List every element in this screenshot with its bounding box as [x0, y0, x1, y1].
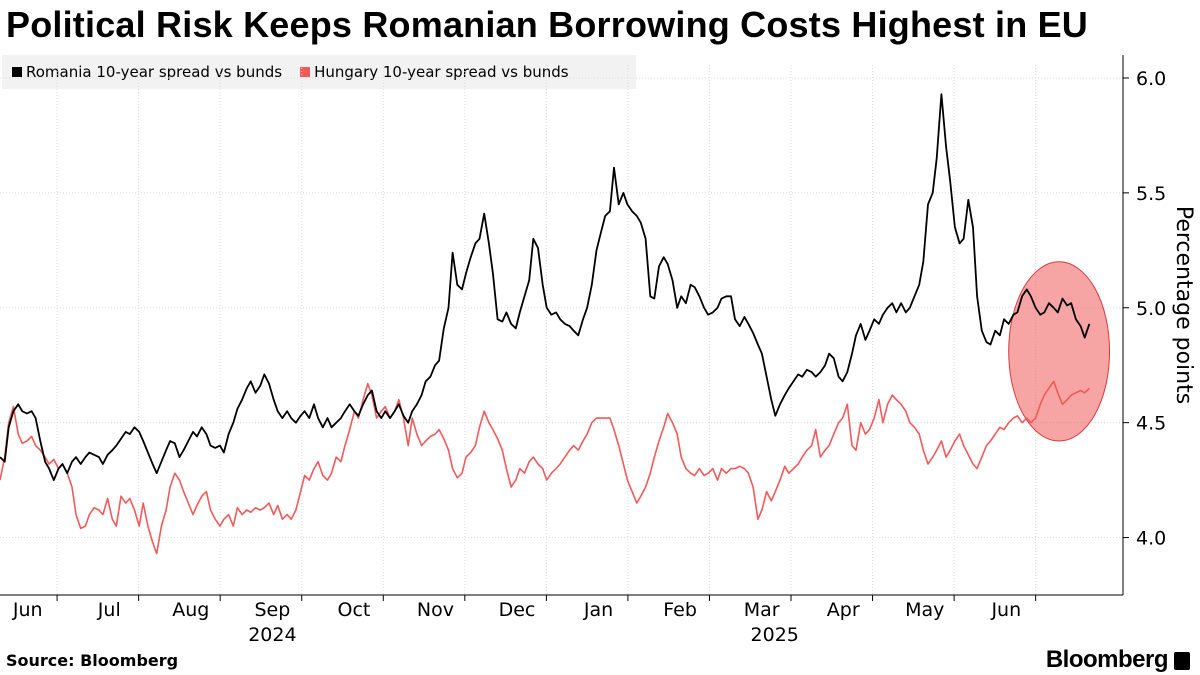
y-tick-label: 4.5 — [1136, 413, 1166, 435]
chart-legend: Romania 10-year spread vs bunds Hungary … — [2, 55, 636, 89]
source-note: Source: Bloomberg — [6, 651, 179, 670]
x-tick-label: Mar — [744, 599, 780, 621]
series-line-romania — [0, 93, 1091, 481]
x-year-label: 2024 — [248, 624, 296, 646]
x-tick-label: May — [905, 599, 944, 621]
y-axis-title: Percentage points — [1171, 206, 1196, 404]
highlight-ellipse — [1008, 261, 1111, 442]
bloomberg-terminal-icon — [1174, 652, 1190, 670]
bloomberg-logo: Bloomberg — [1046, 646, 1190, 674]
x-tick-label: Nov — [417, 599, 454, 621]
chart-title: Political Risk Keeps Romanian Borrowing … — [6, 4, 1088, 45]
x-tick-label: Feb — [663, 599, 697, 621]
x-tick-label: Jul — [97, 599, 121, 621]
y-tick-label: 5.0 — [1136, 298, 1166, 320]
legend-swatch-romania — [12, 67, 22, 77]
x-tick-label: Apr — [827, 599, 860, 621]
legend-label-hungary: Hungary 10-year spread vs bunds — [314, 63, 569, 81]
y-tick-label: 5.5 — [1136, 183, 1166, 205]
x-tick-label: Jun — [990, 599, 1021, 621]
x-tick-label: Jan — [583, 599, 613, 621]
x-tick-label: Jun — [12, 599, 43, 621]
legend-item-hungary: Hungary 10-year spread vs bunds — [300, 63, 569, 81]
axes: 4.0 4.5 5.0 5.5 6.0 Jun Jul Aug Sep Oct Nov Dec Jan F… — [0, 55, 1196, 646]
x-tick-label: Sep — [254, 599, 290, 621]
y-tick-label: 6.0 — [1136, 68, 1166, 90]
grid-lines — [0, 65, 1123, 595]
y-tick-label: 4.0 — [1136, 528, 1166, 550]
logo-text: Bloomberg — [1045, 646, 1169, 673]
x-tick-label: Oct — [337, 599, 370, 621]
x-year-label: 2025 — [751, 624, 799, 646]
x-tick-label: Aug — [172, 599, 209, 621]
legend-swatch-hungary — [300, 67, 311, 77]
annotation-layer — [1008, 261, 1111, 442]
x-tick-label: Dec — [499, 599, 536, 621]
legend-item-romania: Romania 10-year spread vs bunds — [12, 63, 282, 81]
legend-label-romania: Romania 10-year spread vs bunds — [26, 63, 283, 81]
series-layer — [0, 93, 1091, 555]
series-line-hungary — [0, 380, 1090, 555]
